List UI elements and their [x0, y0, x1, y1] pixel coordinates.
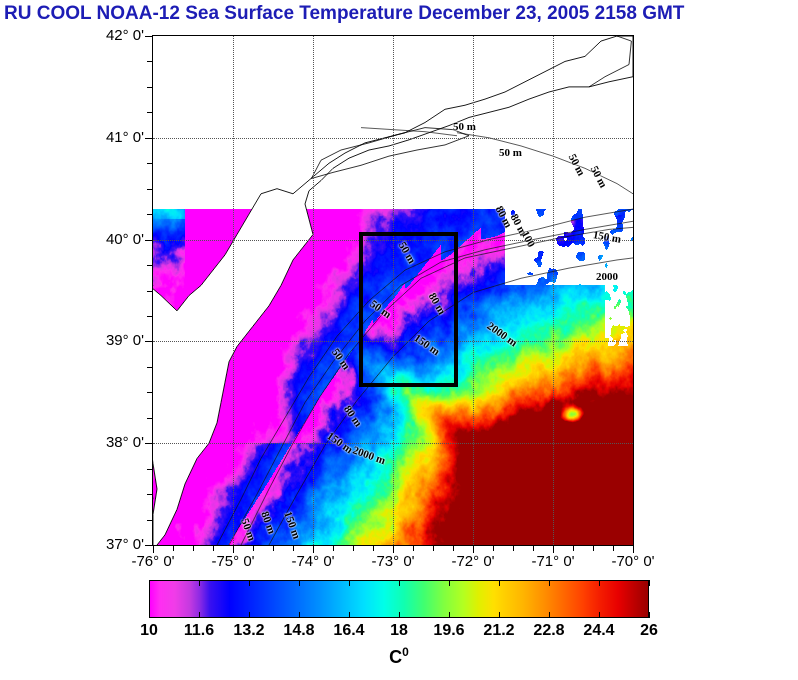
colorbar-tick	[449, 580, 450, 586]
colorbar-tick	[349, 612, 350, 618]
latitude-label: 41° 0'	[105, 128, 144, 146]
tick-lon-minor	[273, 546, 274, 551]
tick-lon-major	[473, 546, 474, 553]
colorbar-tick-label: 18	[390, 622, 408, 639]
isobath-label: 2000	[596, 271, 618, 283]
tick-lon-minor	[173, 546, 174, 551]
tick-lon-minor	[593, 546, 594, 551]
tick-lon-major	[313, 546, 314, 553]
tick-lon-minor	[513, 546, 514, 551]
colorbar-tick-label: 13.2	[233, 622, 265, 639]
tick-lon-minor	[333, 546, 334, 551]
colorbar-tick-label: 21.2	[483, 622, 515, 639]
tick-lon-major	[233, 546, 234, 553]
colorbar-tick	[199, 580, 200, 586]
tick-lat-major	[145, 239, 152, 241]
tick-lon-major	[633, 546, 634, 553]
page-title: RU COOL NOAA-12 Sea Surface Temperature …	[4, 3, 685, 24]
colorbar-tick	[399, 580, 400, 586]
colorbar-tick-label: 10	[140, 622, 158, 639]
tick-lat-major	[145, 443, 152, 445]
tick-lon-minor	[453, 546, 454, 551]
tick-lon-minor	[253, 546, 254, 551]
tick-lon-minor	[213, 546, 214, 551]
tick-lon-minor	[193, 546, 194, 551]
colorbar-tick	[399, 612, 400, 618]
longitude-label: -70° 0'	[611, 553, 655, 570]
colorbar-tick-label: 11.6	[183, 622, 215, 639]
latitude-label: 37° 0'	[105, 536, 144, 553]
colorbar-tick	[599, 612, 600, 618]
latitude-label: 39° 0'	[105, 332, 144, 350]
tick-lon-minor	[373, 546, 374, 551]
colorbar-tick-label: 16.4	[333, 622, 365, 639]
tick-lon-minor	[413, 546, 414, 551]
colorbar-tick	[549, 612, 550, 618]
tick-lon-minor	[573, 546, 574, 551]
colorbar-tick	[299, 580, 300, 586]
gridline-lon	[633, 36, 634, 545]
latitude-label: 42° 0'	[105, 27, 144, 44]
colorbar-tick	[249, 580, 250, 586]
tick-lon-minor	[293, 546, 294, 551]
longitude-label: -73° 0'	[371, 553, 415, 570]
longitude-label: -71° 0'	[531, 553, 575, 570]
colorbar-tick-layer	[149, 580, 650, 618]
map-plot-area[interactable]: 50 m 50 m 50 m 50 m 80 m 80 m 100 150 m 50 m 2000…	[152, 35, 634, 546]
longitude-label: -75° 0'	[211, 553, 255, 570]
study-area-box[interactable]	[359, 232, 458, 388]
tick-lon-major	[153, 546, 154, 553]
colorbar-tick	[499, 612, 500, 618]
colorbar-unit-label: C0	[0, 645, 798, 668]
colorbar-tick-label: 24.4	[583, 622, 615, 639]
gridline-lat	[153, 545, 633, 546]
tick-lat-major	[145, 36, 152, 37]
colorbar-tick-label: 26	[640, 622, 658, 639]
colorbar-tick	[649, 580, 650, 586]
isobath-label: 50 m	[453, 121, 476, 133]
unit-superscript: 0	[402, 645, 409, 659]
colorbar-tick-label: 14.8	[283, 622, 315, 639]
isobath-label: 50 m	[499, 147, 522, 159]
colorbar-tick	[499, 580, 500, 586]
tick-lat-major	[145, 341, 152, 343]
tick-lon-minor	[533, 546, 534, 551]
longitude-label: -74° 0'	[291, 553, 335, 570]
longitude-label: -76° 0'	[131, 553, 175, 570]
tick-lon-major	[553, 546, 554, 553]
colorbar-tick	[549, 580, 550, 586]
tick-lon-minor	[613, 546, 614, 551]
colorbar-tick	[599, 580, 600, 586]
tick-lon-minor	[353, 546, 354, 551]
unit-text: C	[389, 647, 403, 667]
tick-lat-major	[145, 545, 152, 546]
tick-lon-minor	[493, 546, 494, 551]
colorbar-tick	[649, 612, 650, 618]
tick-lat-major	[145, 137, 152, 139]
latitude-label: 40° 0'	[105, 230, 144, 248]
colorbar-tick	[449, 612, 450, 618]
longitude-label: -72° 0'	[451, 553, 495, 570]
tick-lon-minor	[433, 546, 434, 551]
colorbar-tick-label: 19.6	[433, 622, 465, 639]
latitude-label: 38° 0'	[105, 434, 144, 452]
tick-lon-major	[393, 546, 394, 553]
colorbar-tick-label: 22.8	[533, 622, 565, 639]
colorbar-tick	[199, 612, 200, 618]
colorbar-tick	[349, 580, 350, 586]
colorbar-tick	[249, 612, 250, 618]
colorbar-tick	[299, 612, 300, 618]
